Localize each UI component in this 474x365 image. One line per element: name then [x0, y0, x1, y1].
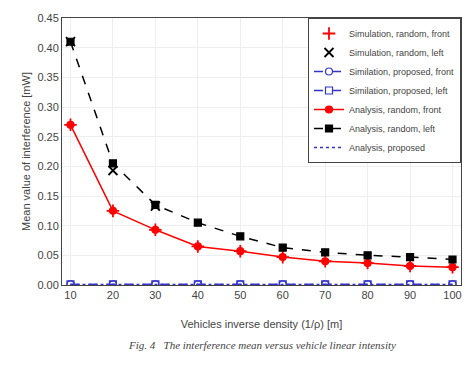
svg-text:0.20: 0.20	[37, 160, 58, 172]
svg-text:Fig. 4 The interference mean: Fig. 4 The interference mean versus vehi…	[128, 339, 396, 351]
svg-text:50: 50	[234, 289, 246, 301]
svg-text:Similation, proposed, front: Similation, proposed, front	[349, 67, 454, 77]
svg-text:80: 80	[361, 289, 373, 301]
svg-text:10: 10	[64, 289, 76, 301]
svg-text:0.05: 0.05	[37, 249, 58, 261]
svg-text:0.10: 0.10	[37, 220, 58, 232]
svg-text:90: 90	[404, 289, 416, 301]
svg-text:Vehicles inverse density (1/ρ): Vehicles inverse density (1/ρ) [m]	[181, 318, 343, 330]
svg-text:Analysis, random, left: Analysis, random, left	[349, 124, 436, 134]
svg-text:Mean value of interference [mW: Mean value of interference [mW]	[20, 72, 32, 231]
svg-text:0.35: 0.35	[37, 71, 58, 83]
svg-text:20: 20	[107, 289, 119, 301]
svg-text:Similation, proposed, left: Similation, proposed, left	[349, 86, 448, 96]
svg-text:0.40: 0.40	[37, 42, 58, 54]
svg-text:Analysis, proposed: Analysis, proposed	[349, 143, 425, 153]
svg-text:70: 70	[319, 289, 331, 301]
svg-text:0.15: 0.15	[37, 190, 58, 202]
svg-text:60: 60	[277, 289, 289, 301]
svg-text:30: 30	[149, 289, 161, 301]
svg-text:100: 100	[443, 289, 461, 301]
svg-text:40: 40	[192, 289, 204, 301]
svg-text:Simulation, random, left: Simulation, random, left	[349, 48, 444, 58]
svg-text:Simulation, random, front: Simulation, random, front	[349, 29, 450, 39]
svg-text:0.00: 0.00	[37, 279, 58, 291]
svg-text:Analysis, random, front: Analysis, random, front	[349, 105, 442, 115]
svg-text:0.25: 0.25	[37, 131, 58, 143]
svg-text:0.45: 0.45	[37, 12, 58, 24]
svg-text:0.30: 0.30	[37, 101, 58, 113]
